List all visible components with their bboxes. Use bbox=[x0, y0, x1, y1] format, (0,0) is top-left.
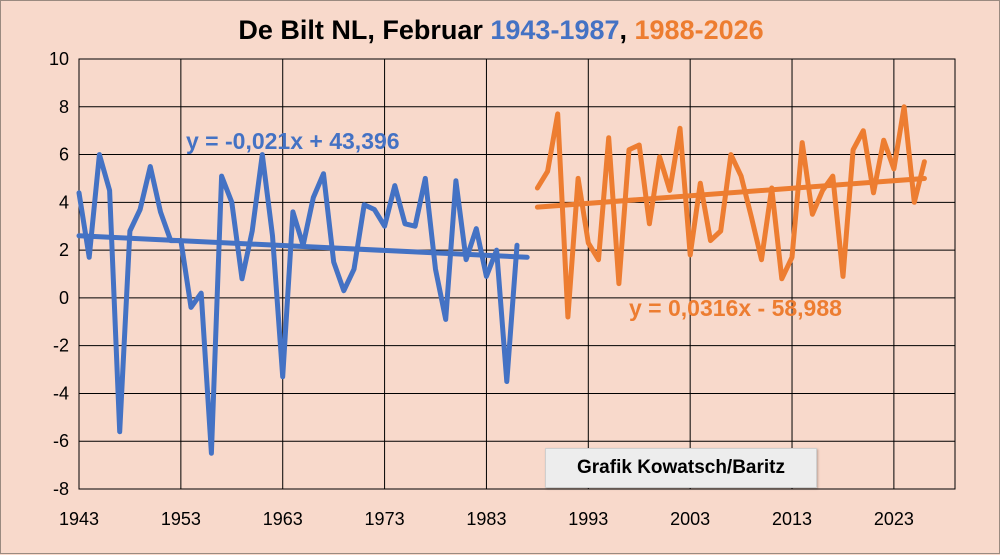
trend-label-1988-2026: y = 0,0316x - 58,988 bbox=[629, 295, 842, 321]
y-tick-label: 2 bbox=[59, 240, 69, 260]
x-tick-label: 1973 bbox=[365, 509, 405, 529]
trend-label-1943-1987: y = -0,021x + 43,396 bbox=[186, 128, 400, 154]
title-separator: , bbox=[620, 15, 635, 45]
title-period-1943-1987: 1943-1987 bbox=[490, 15, 619, 45]
x-tick-label: 1993 bbox=[568, 509, 608, 529]
x-tick-label: 2003 bbox=[670, 509, 710, 529]
x-tick-label: 1963 bbox=[263, 509, 303, 529]
chart-title: De Bilt NL, Februar 1943-1987, 1988-2026 bbox=[238, 15, 763, 45]
y-tick-label: 10 bbox=[49, 49, 69, 69]
x-tick-label: 2013 bbox=[772, 509, 812, 529]
y-tick-label: 0 bbox=[59, 288, 69, 308]
title-prefix: De Bilt NL, Februar bbox=[238, 15, 490, 45]
y-tick-label: 8 bbox=[59, 97, 69, 117]
y-tick-label: -8 bbox=[53, 479, 69, 499]
x-tick-label: 1983 bbox=[466, 509, 506, 529]
x-tick-label: 1943 bbox=[59, 509, 99, 529]
y-tick-label: -2 bbox=[53, 336, 69, 356]
y-tick-label: 4 bbox=[59, 192, 69, 212]
x-tick-label: 1953 bbox=[161, 509, 201, 529]
y-tick-label: 6 bbox=[59, 145, 69, 165]
credit-box: Grafik Kowatsch/Baritz bbox=[545, 448, 817, 488]
x-tick-label: 2023 bbox=[874, 509, 914, 529]
y-tick-label: -6 bbox=[53, 431, 69, 451]
title-period-1988-2026: 1988-2026 bbox=[635, 15, 764, 45]
y-tick-label: -4 bbox=[53, 383, 69, 403]
